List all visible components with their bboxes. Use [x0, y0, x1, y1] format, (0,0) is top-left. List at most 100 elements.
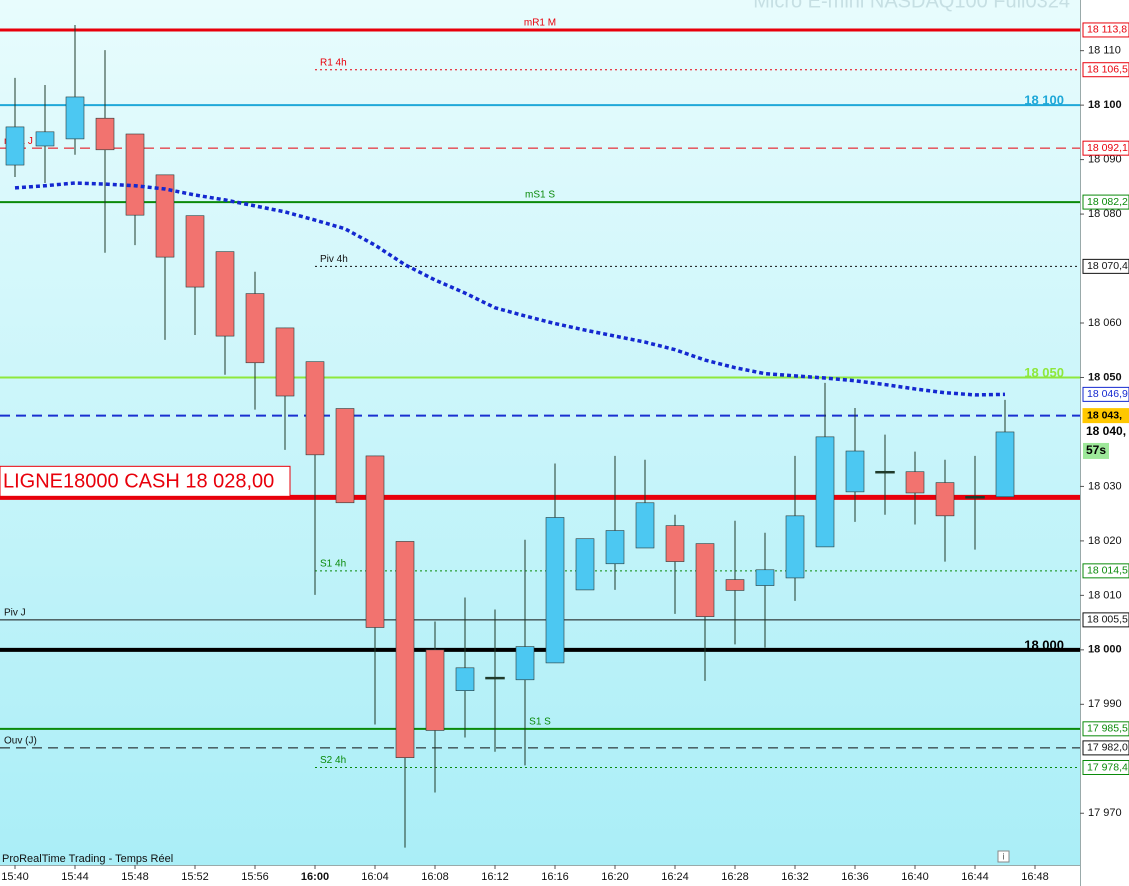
candle-body: [305, 361, 325, 456]
candle-body: [725, 579, 745, 591]
x-tick-label: 16:32: [781, 871, 809, 883]
level-label: S1 4h: [320, 558, 346, 569]
candle-body: [95, 117, 115, 151]
candle-body: [785, 515, 805, 579]
level-value-box: [1082, 721, 1129, 737]
level-value-label: 18 106,5: [1087, 64, 1128, 76]
level-value-label: 17 982,0: [1087, 742, 1128, 754]
moving-average: [14, 181, 1006, 397]
last-price-box: [1083, 423, 1129, 440]
level-value-label: 18 014,5: [1087, 565, 1128, 577]
y-tick-label: 18 100: [1088, 99, 1122, 111]
x-tick-label: 16:12: [481, 871, 509, 883]
candle-body: [5, 126, 25, 166]
level-value-label: 17 978,4: [1087, 761, 1128, 773]
level-label: mS1 S: [525, 190, 555, 201]
candle-body: [635, 502, 655, 549]
x-tick-label: 16:20: [601, 871, 629, 883]
candle-body: [815, 436, 835, 548]
candle-body: [245, 293, 265, 364]
x-tick-label: 16:40: [901, 871, 929, 883]
candle-body: [485, 676, 505, 680]
info-icon-glyph: i: [1003, 851, 1005, 861]
y-tick-label: 18 050: [1088, 371, 1122, 383]
level-label: 18 050: [1024, 365, 1064, 380]
level-label: LIGNE18000 CASH 18 028,00: [3, 471, 274, 493]
ma-value-box: [1082, 386, 1129, 402]
candle-body: [995, 431, 1015, 498]
x-tick-label: 16:28: [721, 871, 749, 883]
level-label: 18 100: [1024, 93, 1064, 108]
y-tick-label: 17 990: [1088, 698, 1122, 710]
level-value-box: [1082, 759, 1129, 775]
x-tick-label: 15:56: [241, 871, 269, 883]
candle-body: [395, 541, 415, 758]
level-label: mR1 M: [524, 18, 556, 29]
candle-body: [845, 450, 865, 493]
candle-body: [155, 174, 175, 258]
chart-title: Micro E-mini NASDAQ100 Full0324: [753, 0, 1070, 12]
y-tick-label: 18 020: [1088, 535, 1122, 547]
candle-body: [425, 649, 445, 731]
candle-body: [125, 133, 145, 216]
candle-body: [875, 470, 895, 474]
y-tick-label: 18 080: [1088, 208, 1122, 220]
level-label: S1 S: [529, 716, 551, 727]
level-value-box: [1082, 408, 1129, 424]
countdown: 57s: [1086, 443, 1106, 457]
level-value-box: [1082, 22, 1129, 38]
y-tick-label: 18 030: [1088, 480, 1122, 492]
candle-body: [65, 96, 85, 140]
candle-body: [965, 496, 985, 499]
level-value-box: [1082, 258, 1129, 274]
y-tick-label: 18 060: [1088, 317, 1122, 329]
footer: ProRealTime Trading - Temps Réel: [2, 853, 173, 865]
candle-body: [545, 517, 565, 664]
y-tick-label: 18 000: [1088, 644, 1122, 656]
info-icon[interactable]: [997, 850, 1010, 863]
level-value-label: 18 082,2: [1087, 196, 1128, 208]
last-price-label: 18 040,: [1086, 424, 1126, 438]
x-tick-label: 16:36: [841, 871, 869, 883]
x-tick-label: 16:48: [1021, 871, 1049, 883]
candle-body: [515, 646, 535, 681]
level-value-label: 18 043,: [1087, 409, 1122, 421]
candle-body: [215, 251, 235, 337]
y-tick-label: 18 110: [1088, 45, 1121, 57]
level-label: R1 4h: [320, 57, 347, 68]
ma-value-label: 18 046,9: [1087, 388, 1128, 400]
candle-body: [755, 569, 775, 586]
x-tick-label: 15:52: [181, 871, 209, 883]
candle-body: [905, 471, 925, 494]
candle-body: [575, 538, 595, 591]
candle-body: [365, 455, 385, 628]
y-tick-label: 18 090: [1088, 154, 1122, 166]
candle-body: [35, 131, 55, 147]
level-label: Piv J: [4, 608, 26, 619]
x-tick-label: 16:24: [661, 871, 689, 883]
level-value-label: 18 070,4: [1087, 260, 1128, 272]
candle-body: [665, 525, 685, 562]
candle-body: [185, 215, 205, 288]
level-value-label: 18 092,1: [1087, 142, 1128, 154]
x-tick-label: 16:16: [541, 871, 569, 883]
level-label-box: [0, 465, 291, 497]
y-tick-label: 17 970: [1088, 807, 1122, 819]
level-value-box: [1082, 612, 1129, 628]
countdown-box: [1083, 442, 1109, 459]
plot-background: [0, 0, 1080, 865]
candle-body: [275, 327, 295, 397]
level-value-box: [1082, 140, 1129, 156]
level-label: 18 000: [1024, 637, 1064, 652]
x-tick-label: 15:44: [61, 871, 89, 883]
y-tick-label: 18 010: [1088, 589, 1122, 601]
level-value-box: [1082, 62, 1129, 78]
level-value-box: [1082, 194, 1129, 210]
candle-body: [695, 543, 715, 617]
candle-body: [335, 408, 355, 504]
level-label: Piv 4h: [320, 254, 348, 265]
x-tick-label: 16:00: [301, 871, 329, 883]
axis: 18 110 18 100 18 090 18 080 18 060 18 050 18 0…: [1, 22, 1129, 883]
